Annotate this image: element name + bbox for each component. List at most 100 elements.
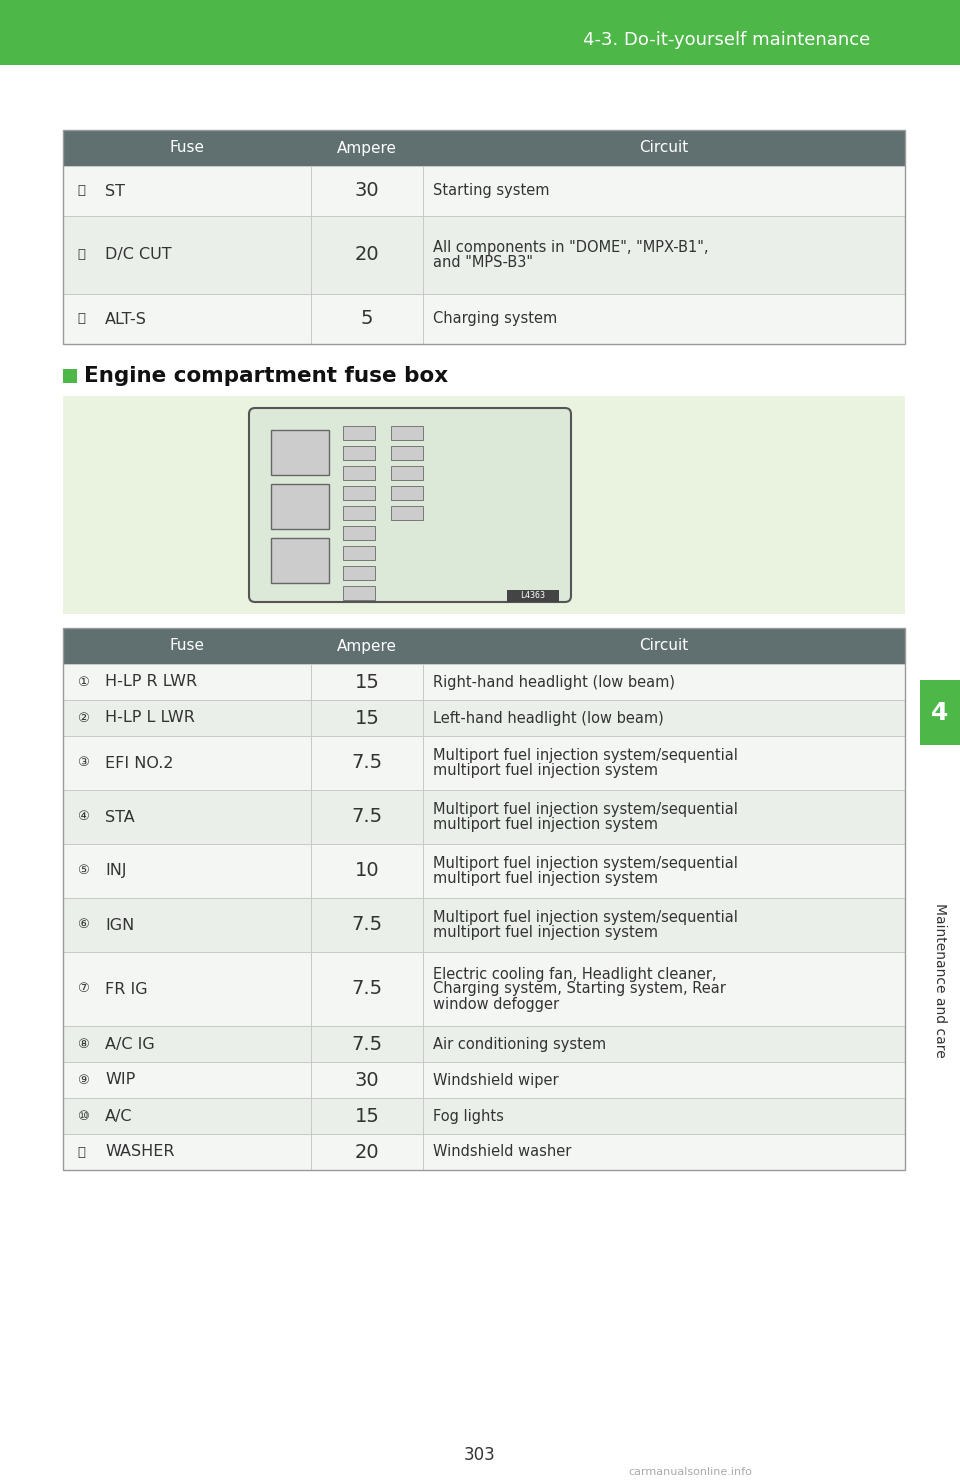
Text: ⑪: ⑪	[77, 1146, 85, 1159]
Text: WASHER: WASHER	[105, 1144, 175, 1159]
Bar	[63, 736, 905, 789]
Bar	[343, 525, 375, 540]
Bar	[63, 663, 905, 700]
Bar	[343, 466, 375, 479]
Text: Fuse: Fuse	[170, 638, 204, 653]
Bar	[271, 484, 329, 528]
Text: A/C: A/C	[105, 1109, 132, 1123]
Text: STA: STA	[105, 809, 134, 825]
Text: Multiport fuel injection system/sequential: Multiport fuel injection system/sequenti…	[433, 801, 738, 818]
Text: 7.5: 7.5	[351, 1034, 383, 1054]
Text: EFI NO.2: EFI NO.2	[105, 755, 174, 770]
Text: window defogger: window defogger	[433, 996, 559, 1012]
Text: 303: 303	[464, 1445, 496, 1465]
Bar	[391, 426, 423, 439]
Text: 15: 15	[354, 1107, 379, 1125]
Text: Right-hand headlight (low beam): Right-hand headlight (low beam)	[433, 675, 675, 690]
Bar	[343, 485, 375, 500]
Text: carmanualsonline.info: carmanualsonline.info	[628, 1468, 752, 1477]
Text: 15: 15	[354, 672, 379, 692]
Bar	[63, 166, 905, 217]
Text: Circuit: Circuit	[639, 638, 688, 653]
Text: ST: ST	[105, 184, 125, 199]
Bar	[63, 131, 905, 344]
Bar	[343, 447, 375, 460]
Bar	[63, 953, 905, 1025]
Text: Multiport fuel injection system/sequential: Multiport fuel injection system/sequenti…	[433, 748, 738, 763]
Text: Multiport fuel injection system/sequential: Multiport fuel injection system/sequenti…	[433, 910, 738, 925]
Text: Charging system: Charging system	[433, 312, 557, 326]
Text: All components in "DOME", "MPX-B1",: All components in "DOME", "MPX-B1",	[433, 240, 708, 255]
Text: Ampere: Ampere	[337, 141, 397, 156]
Text: 30: 30	[354, 181, 379, 200]
Text: Left-hand headlight (low beam): Left-hand headlight (low beam)	[433, 711, 663, 726]
Text: ⑩: ⑩	[77, 1110, 89, 1122]
Bar	[63, 1098, 905, 1134]
Bar	[63, 628, 905, 663]
Text: 20: 20	[354, 245, 379, 264]
Text: 7.5: 7.5	[351, 754, 383, 773]
Bar	[63, 396, 905, 614]
Text: ⑦: ⑦	[77, 982, 89, 996]
Bar	[63, 628, 905, 1169]
Text: Windshield wiper: Windshield wiper	[433, 1073, 559, 1088]
Text: multiport fuel injection system: multiport fuel injection system	[433, 871, 658, 886]
Text: 10: 10	[354, 862, 379, 880]
Bar	[63, 789, 905, 844]
Text: multiport fuel injection system: multiport fuel injection system	[433, 763, 658, 778]
Text: L4363: L4363	[520, 592, 545, 601]
Text: WIP: WIP	[105, 1073, 135, 1088]
Bar	[920, 680, 960, 745]
Text: Circuit: Circuit	[639, 141, 688, 156]
Bar	[391, 485, 423, 500]
Text: multiport fuel injection system: multiport fuel injection system	[433, 925, 658, 939]
Text: and "MPS-B3": and "MPS-B3"	[433, 255, 533, 270]
Text: Starting system: Starting system	[433, 184, 549, 199]
Bar	[343, 546, 375, 559]
Text: ④: ④	[77, 810, 89, 824]
Text: Charging system, Starting system, Rear: Charging system, Starting system, Rear	[433, 981, 726, 996]
Bar	[0, 0, 960, 65]
Text: Multiport fuel injection system/sequential: Multiport fuel injection system/sequenti…	[433, 856, 738, 871]
Text: ⑨: ⑨	[77, 1073, 89, 1086]
Bar	[343, 506, 375, 519]
Text: ALT-S: ALT-S	[105, 312, 147, 326]
FancyBboxPatch shape	[249, 408, 571, 603]
Bar	[343, 426, 375, 439]
Text: 4: 4	[931, 700, 948, 724]
Text: ⑥: ⑥	[77, 919, 89, 932]
Text: ⑧: ⑧	[77, 1037, 89, 1051]
Text: A/C IG: A/C IG	[105, 1036, 155, 1052]
Bar	[63, 844, 905, 898]
Text: H-LP L LWR: H-LP L LWR	[105, 711, 195, 726]
Text: 7.5: 7.5	[351, 916, 383, 935]
Text: 5: 5	[361, 310, 373, 328]
Text: INJ: INJ	[105, 864, 127, 879]
Text: ⑤: ⑤	[77, 865, 89, 877]
Text: 30: 30	[354, 1070, 379, 1089]
Bar	[343, 586, 375, 600]
Bar	[391, 447, 423, 460]
Bar	[63, 1063, 905, 1098]
Text: Fog lights: Fog lights	[433, 1109, 504, 1123]
Bar	[271, 430, 329, 475]
Text: Air conditioning system: Air conditioning system	[433, 1036, 606, 1052]
Text: Electric cooling fan, Headlight cleaner,: Electric cooling fan, Headlight cleaner,	[433, 966, 716, 981]
Text: Fuse: Fuse	[170, 141, 204, 156]
Bar	[343, 565, 375, 580]
Bar	[63, 1134, 905, 1169]
Bar	[63, 131, 905, 166]
Text: Engine compartment fuse box: Engine compartment fuse box	[84, 367, 448, 386]
Text: Windshield washer: Windshield washer	[433, 1144, 571, 1159]
Text: 20: 20	[354, 1143, 379, 1162]
Bar	[507, 591, 559, 603]
Text: 7.5: 7.5	[351, 807, 383, 827]
Text: H-LP R LWR: H-LP R LWR	[105, 675, 197, 690]
Text: ⑷: ⑷	[77, 313, 85, 325]
Bar	[271, 539, 329, 583]
Text: D/C CUT: D/C CUT	[105, 248, 172, 263]
Bar	[63, 217, 905, 294]
Text: ⑶: ⑶	[77, 248, 85, 261]
Bar	[63, 898, 905, 953]
Text: 4-3. Do-it-yourself maintenance: 4-3. Do-it-yourself maintenance	[583, 31, 870, 49]
